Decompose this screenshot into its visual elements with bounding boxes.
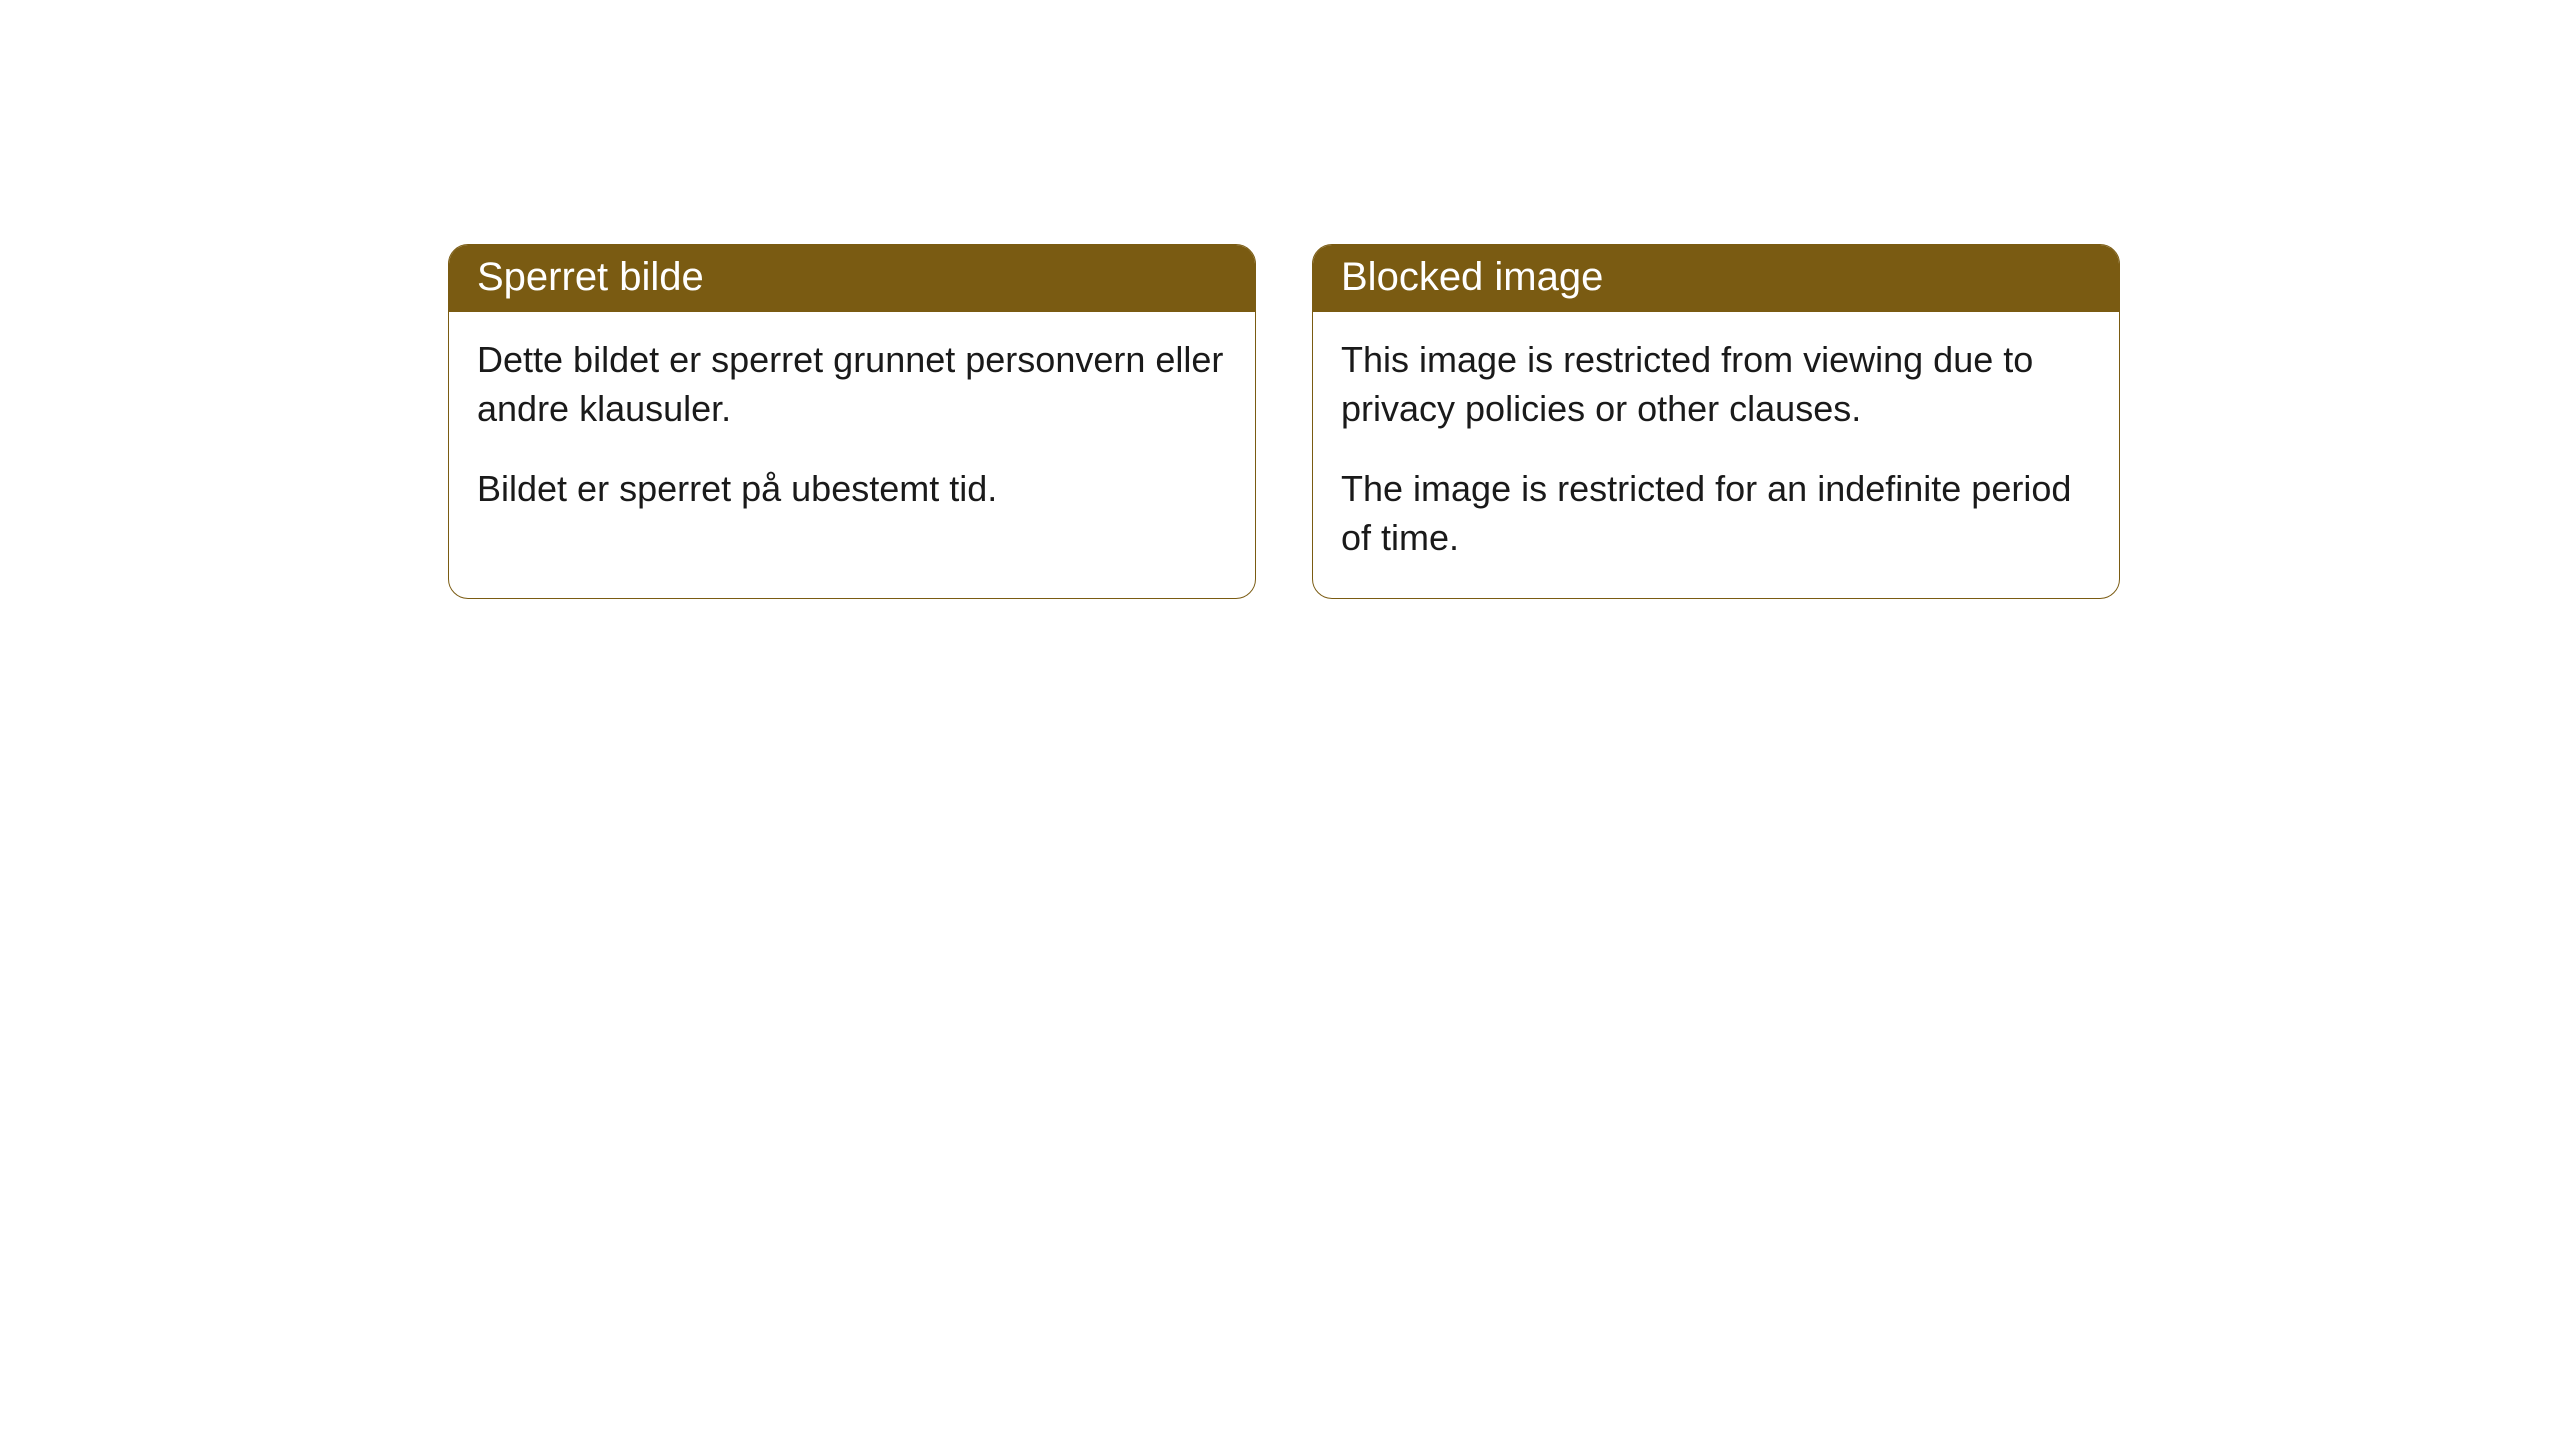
card-body-norwegian: Dette bildet er sperret grunnet personve… (449, 312, 1255, 550)
card-text-line: Bildet er sperret på ubestemt tid. (477, 465, 1227, 514)
card-text-line: The image is restricted for an indefinit… (1341, 465, 2091, 562)
cards-container: Sperret bilde Dette bildet er sperret gr… (0, 0, 2560, 599)
card-english: Blocked image This image is restricted f… (1312, 244, 2120, 599)
card-header-english: Blocked image (1313, 245, 2119, 312)
card-norwegian: Sperret bilde Dette bildet er sperret gr… (448, 244, 1256, 599)
card-text-line: Dette bildet er sperret grunnet personve… (477, 336, 1227, 433)
card-text-line: This image is restricted from viewing du… (1341, 336, 2091, 433)
card-body-english: This image is restricted from viewing du… (1313, 312, 2119, 598)
card-header-norwegian: Sperret bilde (449, 245, 1255, 312)
